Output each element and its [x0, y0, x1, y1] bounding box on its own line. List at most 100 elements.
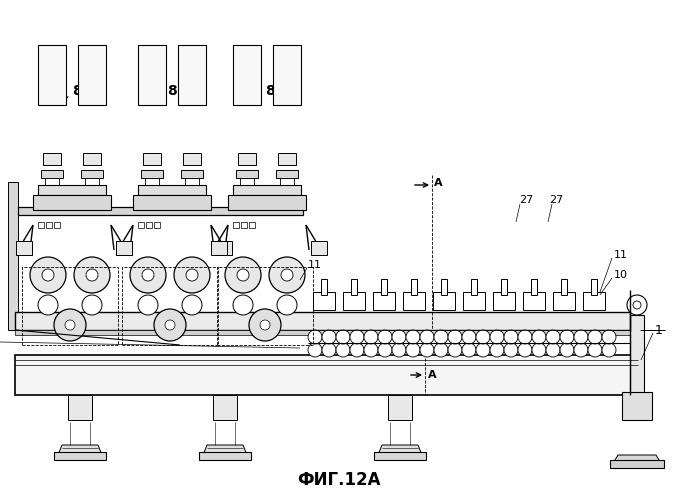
- Bar: [116, 241, 132, 255]
- Bar: [501, 279, 507, 295]
- Circle shape: [142, 269, 154, 281]
- Bar: [154, 222, 160, 228]
- Circle shape: [322, 343, 336, 357]
- Bar: [78, 45, 106, 105]
- Bar: [43, 153, 61, 165]
- Bar: [213, 395, 237, 420]
- Circle shape: [233, 295, 253, 315]
- Circle shape: [518, 330, 532, 344]
- Circle shape: [54, 309, 86, 341]
- Circle shape: [434, 330, 448, 344]
- Circle shape: [420, 330, 434, 344]
- Circle shape: [165, 320, 175, 330]
- Bar: [373, 292, 395, 310]
- Bar: [83, 153, 101, 165]
- Bar: [622, 392, 652, 420]
- Circle shape: [138, 295, 158, 315]
- Circle shape: [237, 269, 249, 281]
- Bar: [249, 222, 255, 228]
- Bar: [276, 170, 298, 178]
- Circle shape: [336, 343, 350, 357]
- Bar: [471, 279, 477, 295]
- Bar: [15, 355, 638, 395]
- Bar: [38, 222, 44, 228]
- Circle shape: [560, 330, 574, 344]
- Circle shape: [322, 330, 336, 344]
- Circle shape: [420, 343, 434, 357]
- Bar: [16, 241, 32, 255]
- Bar: [493, 292, 515, 310]
- Circle shape: [65, 320, 75, 330]
- Bar: [68, 395, 92, 420]
- Bar: [143, 153, 161, 165]
- Circle shape: [350, 343, 364, 357]
- Polygon shape: [58, 445, 102, 455]
- Circle shape: [546, 343, 560, 357]
- Bar: [199, 452, 251, 460]
- Circle shape: [574, 330, 588, 344]
- Circle shape: [308, 330, 322, 344]
- Bar: [116, 241, 132, 255]
- Circle shape: [364, 343, 378, 357]
- Bar: [441, 279, 447, 295]
- Bar: [236, 170, 258, 178]
- Bar: [351, 279, 357, 295]
- Bar: [610, 460, 664, 468]
- Circle shape: [406, 343, 420, 357]
- Text: 27: 27: [549, 195, 563, 205]
- Bar: [178, 45, 206, 105]
- Circle shape: [462, 343, 476, 357]
- Bar: [138, 185, 206, 195]
- Polygon shape: [203, 445, 247, 455]
- Text: 8: 8: [167, 84, 177, 98]
- Circle shape: [249, 309, 281, 341]
- Bar: [374, 452, 426, 460]
- Circle shape: [378, 330, 392, 344]
- Bar: [388, 395, 412, 420]
- Bar: [211, 241, 227, 255]
- Bar: [278, 153, 296, 165]
- Circle shape: [154, 309, 186, 341]
- Bar: [240, 178, 254, 186]
- Bar: [183, 153, 201, 165]
- Circle shape: [476, 330, 490, 344]
- Circle shape: [86, 269, 98, 281]
- Circle shape: [518, 343, 532, 357]
- Circle shape: [602, 343, 616, 357]
- Bar: [54, 222, 60, 228]
- Circle shape: [42, 269, 54, 281]
- Circle shape: [38, 295, 58, 315]
- Circle shape: [462, 330, 476, 344]
- Text: A: A: [434, 178, 443, 188]
- Text: 8: 8: [265, 84, 275, 98]
- Bar: [531, 279, 537, 295]
- Bar: [81, 170, 103, 178]
- Bar: [233, 45, 261, 105]
- Circle shape: [406, 330, 420, 344]
- Circle shape: [560, 343, 574, 357]
- Bar: [41, 170, 63, 178]
- Circle shape: [588, 343, 602, 357]
- Circle shape: [281, 269, 293, 281]
- Bar: [463, 292, 485, 310]
- Circle shape: [174, 257, 210, 293]
- Circle shape: [269, 257, 305, 293]
- Bar: [343, 292, 365, 310]
- Circle shape: [490, 330, 504, 344]
- Polygon shape: [612, 455, 662, 465]
- Bar: [523, 292, 545, 310]
- Circle shape: [130, 257, 166, 293]
- Bar: [313, 292, 335, 310]
- Bar: [138, 45, 166, 105]
- Text: 11: 11: [308, 260, 322, 270]
- Circle shape: [277, 295, 297, 315]
- Text: 10: 10: [614, 270, 628, 280]
- Circle shape: [182, 295, 202, 315]
- Circle shape: [588, 330, 602, 344]
- Bar: [216, 241, 232, 255]
- Circle shape: [434, 343, 448, 357]
- Circle shape: [504, 343, 518, 357]
- Circle shape: [392, 330, 406, 344]
- Bar: [185, 178, 199, 186]
- Bar: [22, 267, 118, 345]
